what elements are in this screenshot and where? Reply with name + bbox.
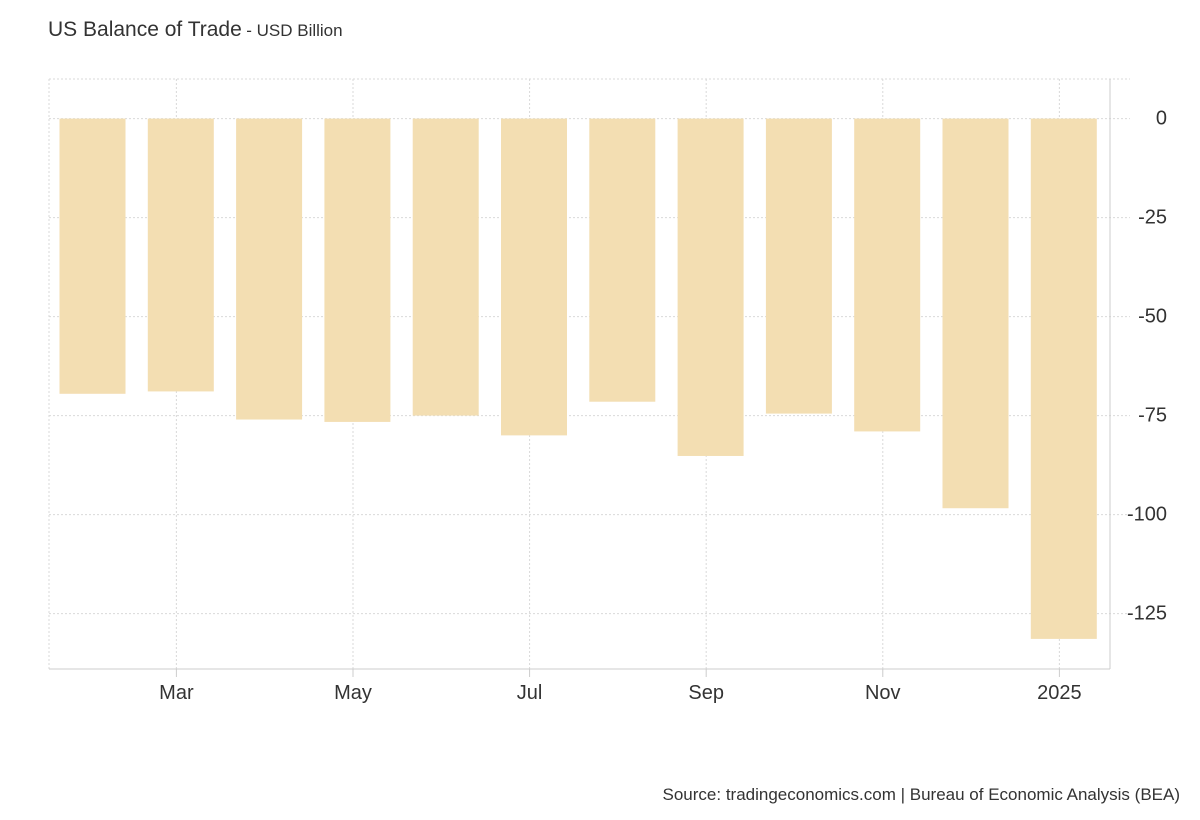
bar-apr-2024	[236, 118, 303, 420]
chart-title: US Balance of Trade	[48, 18, 242, 41]
y-tick-label: -50	[1138, 306, 1167, 328]
chart-subtitle: - USD Billion	[246, 21, 343, 40]
y-tick-label: -125	[1127, 603, 1167, 625]
x-tick-label: May	[334, 682, 372, 704]
y-tick-label: -75	[1138, 405, 1167, 427]
y-tick-label: 0	[1156, 108, 1167, 130]
bar-jul-2024	[501, 118, 567, 436]
bar-oct-2024	[765, 118, 832, 414]
bar-feb-2024	[59, 118, 126, 394]
chart-header: US Balance of Trade - USD Billion	[48, 18, 343, 42]
x-tick-label: Jul	[517, 682, 543, 704]
y-tick-label: -25	[1138, 207, 1167, 229]
source-attribution: Source: tradingeconomics.com | Bureau of…	[662, 785, 1180, 804]
x-tick-label: Nov	[865, 682, 901, 704]
chart-area: 0 -25 -50 -75 -100 -125 Mar May Jul Sep Nov 2025	[48, 78, 1167, 704]
bar-jan-2025	[1030, 118, 1097, 639]
x-tick-label: Mar	[159, 682, 194, 704]
bar-sep-2024	[677, 118, 744, 456]
x-tick-label: 2025	[1037, 682, 1082, 704]
x-tick-label: Sep	[688, 682, 724, 704]
bar-mar-2024	[147, 118, 214, 392]
bar-nov-2024	[854, 118, 921, 432]
bar-jun-2024	[412, 118, 479, 416]
bar-aug-2024	[589, 118, 656, 402]
bar-dec-2024	[942, 118, 1009, 509]
y-tick-label: -100	[1127, 504, 1167, 526]
bar-may-2024	[324, 118, 391, 422]
